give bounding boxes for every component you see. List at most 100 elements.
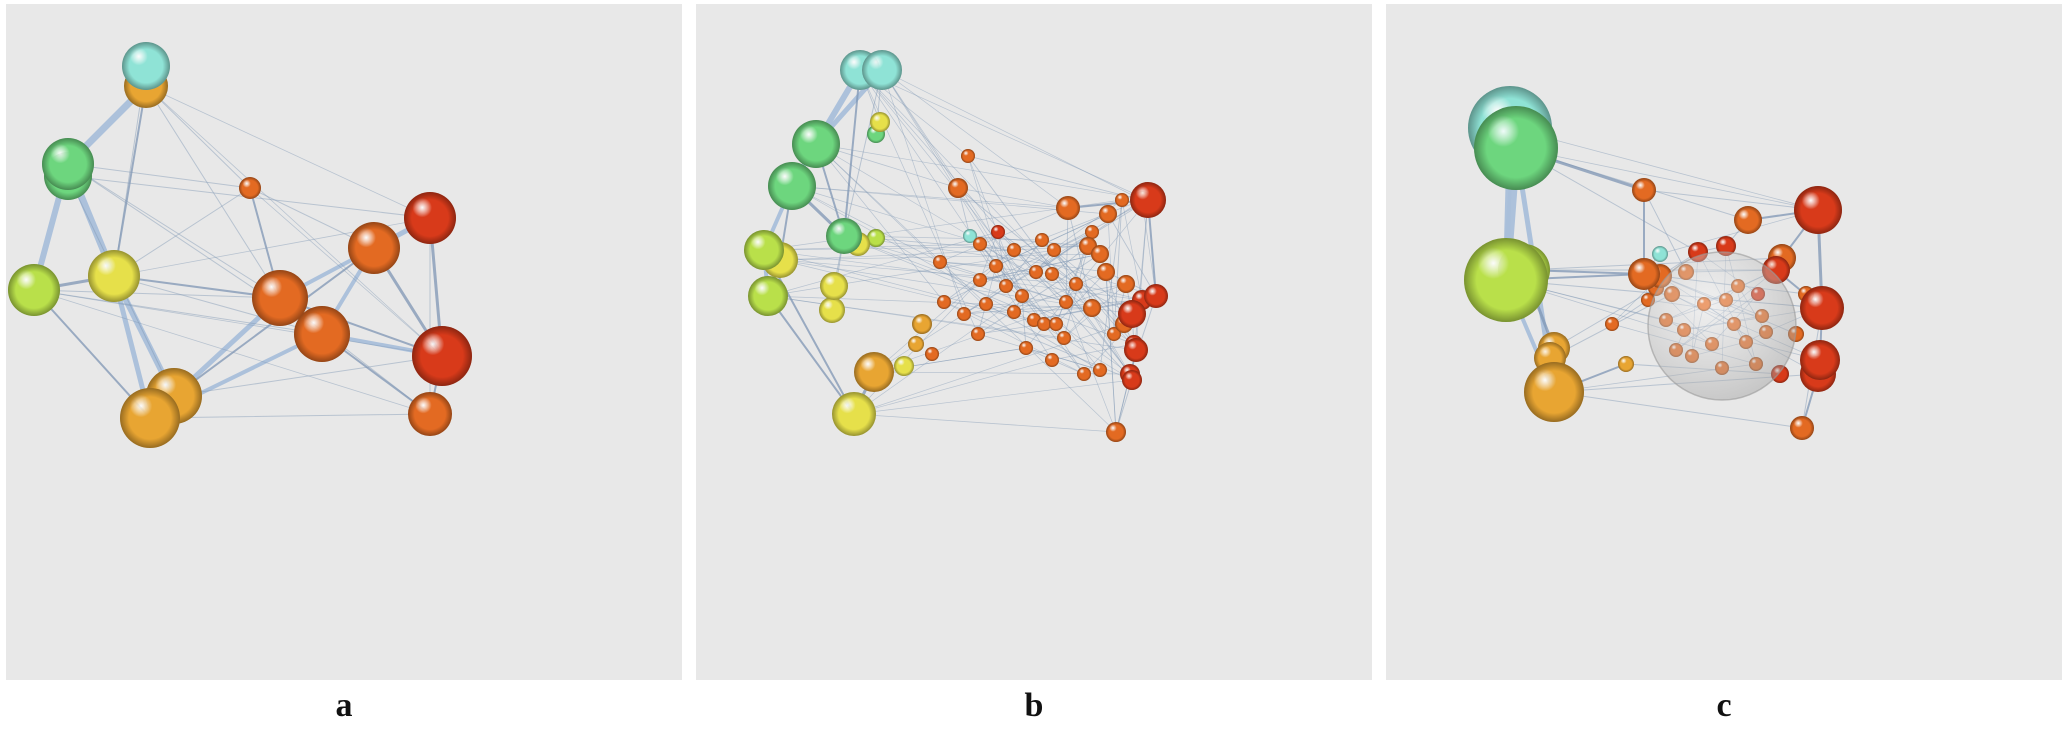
- graph-node: [963, 229, 977, 243]
- graph-edge: [1051, 273, 1133, 315]
- graph-edge: [967, 155, 1143, 201]
- graph-node: [832, 392, 876, 436]
- nodes: [8, 42, 472, 448]
- graph-node: [1057, 331, 1071, 345]
- graph-edge: [149, 413, 431, 419]
- graph-edge: [1013, 271, 1107, 313]
- graph-edge: [979, 271, 1037, 281]
- graph-node: [1107, 327, 1121, 341]
- graph-node: [294, 306, 350, 362]
- graph-node: [937, 295, 951, 309]
- graph-edge: [1025, 347, 1101, 371]
- graph-node: [1049, 317, 1063, 331]
- graph-edge: [1659, 209, 1819, 255]
- graph-node: [1144, 284, 1168, 308]
- graph-edge: [843, 235, 1057, 325]
- graph-edge: [1643, 189, 1687, 273]
- graph-edge: [1067, 207, 1093, 309]
- graph-edge: [843, 69, 861, 237]
- graph-edge: [1509, 127, 1819, 211]
- graph-edge: [815, 143, 971, 237]
- graph-edge: [33, 289, 323, 335]
- graph-node: [826, 218, 862, 254]
- graph-node: [999, 279, 1013, 293]
- graph-node: [120, 388, 180, 448]
- graph-edge: [1021, 295, 1027, 349]
- graph-edge: [979, 231, 999, 281]
- graph-edge: [1611, 299, 1649, 325]
- graph-edge: [33, 289, 443, 357]
- graph-node: [925, 347, 939, 361]
- graph-node: [1007, 305, 1021, 319]
- graph-node: [1118, 300, 1146, 328]
- graph-edge: [977, 253, 1101, 335]
- graph-edge: [859, 69, 1037, 273]
- graph-edge: [1051, 343, 1135, 361]
- graph-node: [989, 259, 1003, 273]
- graph-node: [88, 250, 140, 302]
- graph-edge: [967, 155, 1131, 375]
- graph-edge: [1553, 287, 1657, 349]
- graph-edge: [767, 231, 999, 297]
- graph-edge: [1013, 307, 1093, 313]
- graph-node: [748, 276, 788, 316]
- graph-node: [973, 273, 987, 287]
- graph-edge: [859, 69, 1149, 201]
- graph-edge: [881, 69, 959, 189]
- graph-edge: [791, 185, 1015, 313]
- nodes: [744, 50, 1168, 442]
- graph-edge: [815, 143, 1117, 433]
- graph-node: [1790, 416, 1814, 440]
- graph-node: [948, 178, 968, 198]
- graph-edge: [113, 85, 147, 277]
- graph-node: [404, 192, 456, 244]
- graph-node: [1085, 225, 1099, 239]
- graph-edge: [173, 355, 443, 397]
- graph-node: [1734, 206, 1762, 234]
- graph-node: [1045, 267, 1059, 281]
- panel-a: [6, 4, 682, 680]
- graph-node: [819, 297, 845, 323]
- graph-edge: [791, 185, 1069, 209]
- graph-node: [1652, 246, 1668, 262]
- graph-node: [412, 326, 472, 386]
- graph-node: [862, 50, 902, 90]
- graph-node: [1800, 340, 1840, 380]
- graph-node: [1628, 258, 1660, 290]
- graph-edge: [881, 69, 965, 315]
- graph-edge: [779, 259, 1045, 325]
- graph-edge: [969, 235, 1135, 345]
- graph-node: [768, 162, 816, 210]
- graph-edge: [1115, 349, 1137, 433]
- graph-node: [792, 120, 840, 168]
- graph-edge: [1033, 319, 1133, 381]
- graph-node: [1091, 245, 1109, 263]
- panel-label-a: a: [335, 687, 353, 724]
- graph-node: [971, 327, 985, 341]
- graph-edge: [145, 85, 281, 299]
- graph-edge: [145, 85, 251, 189]
- graph-edge: [995, 213, 1109, 267]
- graph-edge: [843, 235, 1107, 273]
- graph-edge: [1553, 391, 1803, 429]
- graph-edge: [985, 303, 1101, 371]
- graph-edge: [957, 187, 1045, 325]
- graph-edge: [33, 289, 281, 299]
- graph-node: [870, 112, 890, 132]
- graph-node: [894, 356, 914, 376]
- graph-edge: [1005, 239, 1043, 287]
- graph-node: [1015, 289, 1029, 303]
- graph-edge: [957, 187, 1077, 285]
- graph-edge: [791, 185, 941, 263]
- graph-node: [867, 229, 885, 247]
- graph-edge: [963, 299, 1143, 315]
- graph-edge: [977, 333, 1101, 371]
- graph-node: [1632, 178, 1656, 202]
- graph-edge: [249, 187, 443, 357]
- graph-node: [1093, 363, 1107, 377]
- graph-node: [933, 255, 947, 269]
- graph-node: [1124, 338, 1148, 362]
- graph-edge: [815, 143, 1149, 201]
- graph-edge: [1099, 199, 1123, 371]
- graph-edge: [33, 289, 431, 415]
